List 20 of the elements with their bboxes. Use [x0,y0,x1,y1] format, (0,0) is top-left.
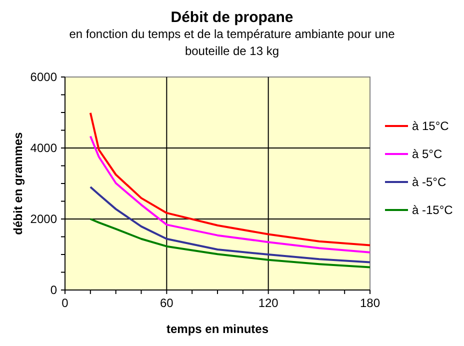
x-tick-label: 120 [258,296,279,310]
line-series [89,135,371,254]
line-series [89,186,371,264]
legend-label: à -5°C [412,175,446,189]
y-tick-label: 6000 [30,70,58,84]
line-series [89,218,371,268]
line-series [89,112,371,246]
y-tick-label: 2000 [30,212,58,226]
x-tick-label: 0 [62,296,69,310]
y-tick-label: 0 [50,283,58,297]
x-tick-label: 180 [360,296,380,310]
chart-title: Débit de propane [170,9,294,26]
y-tick-label: 4000 [30,141,58,155]
legend-label: à -15°C [412,203,454,217]
legend-label: à 5°C [412,147,442,161]
chart-subtitle: en fonction du temps et de la température ambiante pour une bouteille de 13 kg [68,26,396,60]
y-axis-title: débit en grammes [11,132,25,235]
legend-label: à 15°C [412,119,450,133]
x-axis-title: temps en minutes [166,322,269,336]
x-tick-label: 60 [160,296,174,310]
